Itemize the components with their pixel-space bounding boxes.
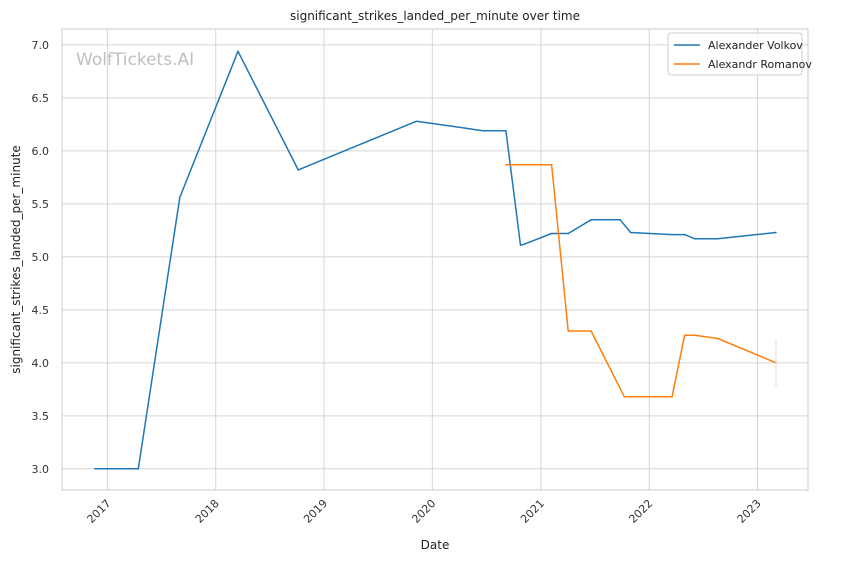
data-point: [775, 231, 777, 234]
y-axis-ticks: 3.0 3.5 4.0 4.5 5.0 5.5 6.0 6.5 7.0: [32, 39, 50, 476]
data-point: [137, 468, 140, 470]
data-point: [717, 337, 719, 340]
series-line-2: [505, 163, 777, 398]
y-tick-label: 3.5: [32, 410, 50, 423]
legend: Alexander Volkov Alexandr Romanov: [667, 32, 812, 76]
data-point: [550, 232, 553, 235]
y-tick-label: 5.0: [32, 251, 50, 264]
watermark-text: WolfTickets.AI: [76, 50, 194, 70]
y-tick-label: 4.5: [32, 304, 50, 317]
data-point: [297, 169, 299, 171]
y-tick-label: 4.0: [32, 357, 50, 370]
y-tick-label: 5.5: [32, 198, 50, 211]
legend-label: Alexandr Romanov: [708, 58, 812, 71]
data-point: [623, 395, 626, 398]
y-tick-label: 7.0: [32, 39, 50, 52]
chart-title: significant_strikes_landed_per_minute ov…: [290, 9, 580, 23]
data-point: [671, 395, 673, 398]
y-tick-label: 6.0: [32, 145, 50, 158]
plot-area-frame: [61, 28, 809, 491]
data-point: [590, 330, 592, 332]
x-axis-label: Date: [421, 538, 450, 552]
grid: [62, 29, 808, 490]
data-point: [683, 334, 686, 337]
legend-box: [667, 32, 803, 76]
y-axis-label: significant_strikes_landed_per_minute: [9, 145, 23, 374]
data-point: [179, 196, 181, 199]
data-point: [93, 468, 96, 470]
data-point: [519, 244, 522, 246]
data-point: [683, 233, 686, 236]
series-line-1: [94, 50, 777, 470]
data-point: [505, 129, 507, 132]
data-point: [590, 219, 592, 221]
data-point: [237, 50, 239, 53]
data-point: [619, 219, 621, 221]
data-point: [694, 238, 696, 240]
y-tick-label: 6.5: [32, 92, 50, 105]
data-point: [523, 243, 526, 245]
data-point: [550, 163, 553, 166]
data-point: [567, 330, 569, 332]
data-point: [717, 238, 719, 240]
data-point: [694, 334, 696, 337]
data-point: [415, 120, 418, 122]
data-point: [629, 231, 632, 234]
data-point: [482, 129, 484, 132]
legend-label: Alexander Volkov: [708, 39, 803, 52]
series-lines: [93, 50, 777, 470]
y-tick-label: 3.0: [32, 463, 50, 476]
data-point: [567, 232, 569, 235]
data-point: [505, 163, 507, 166]
data-point: [671, 233, 673, 236]
